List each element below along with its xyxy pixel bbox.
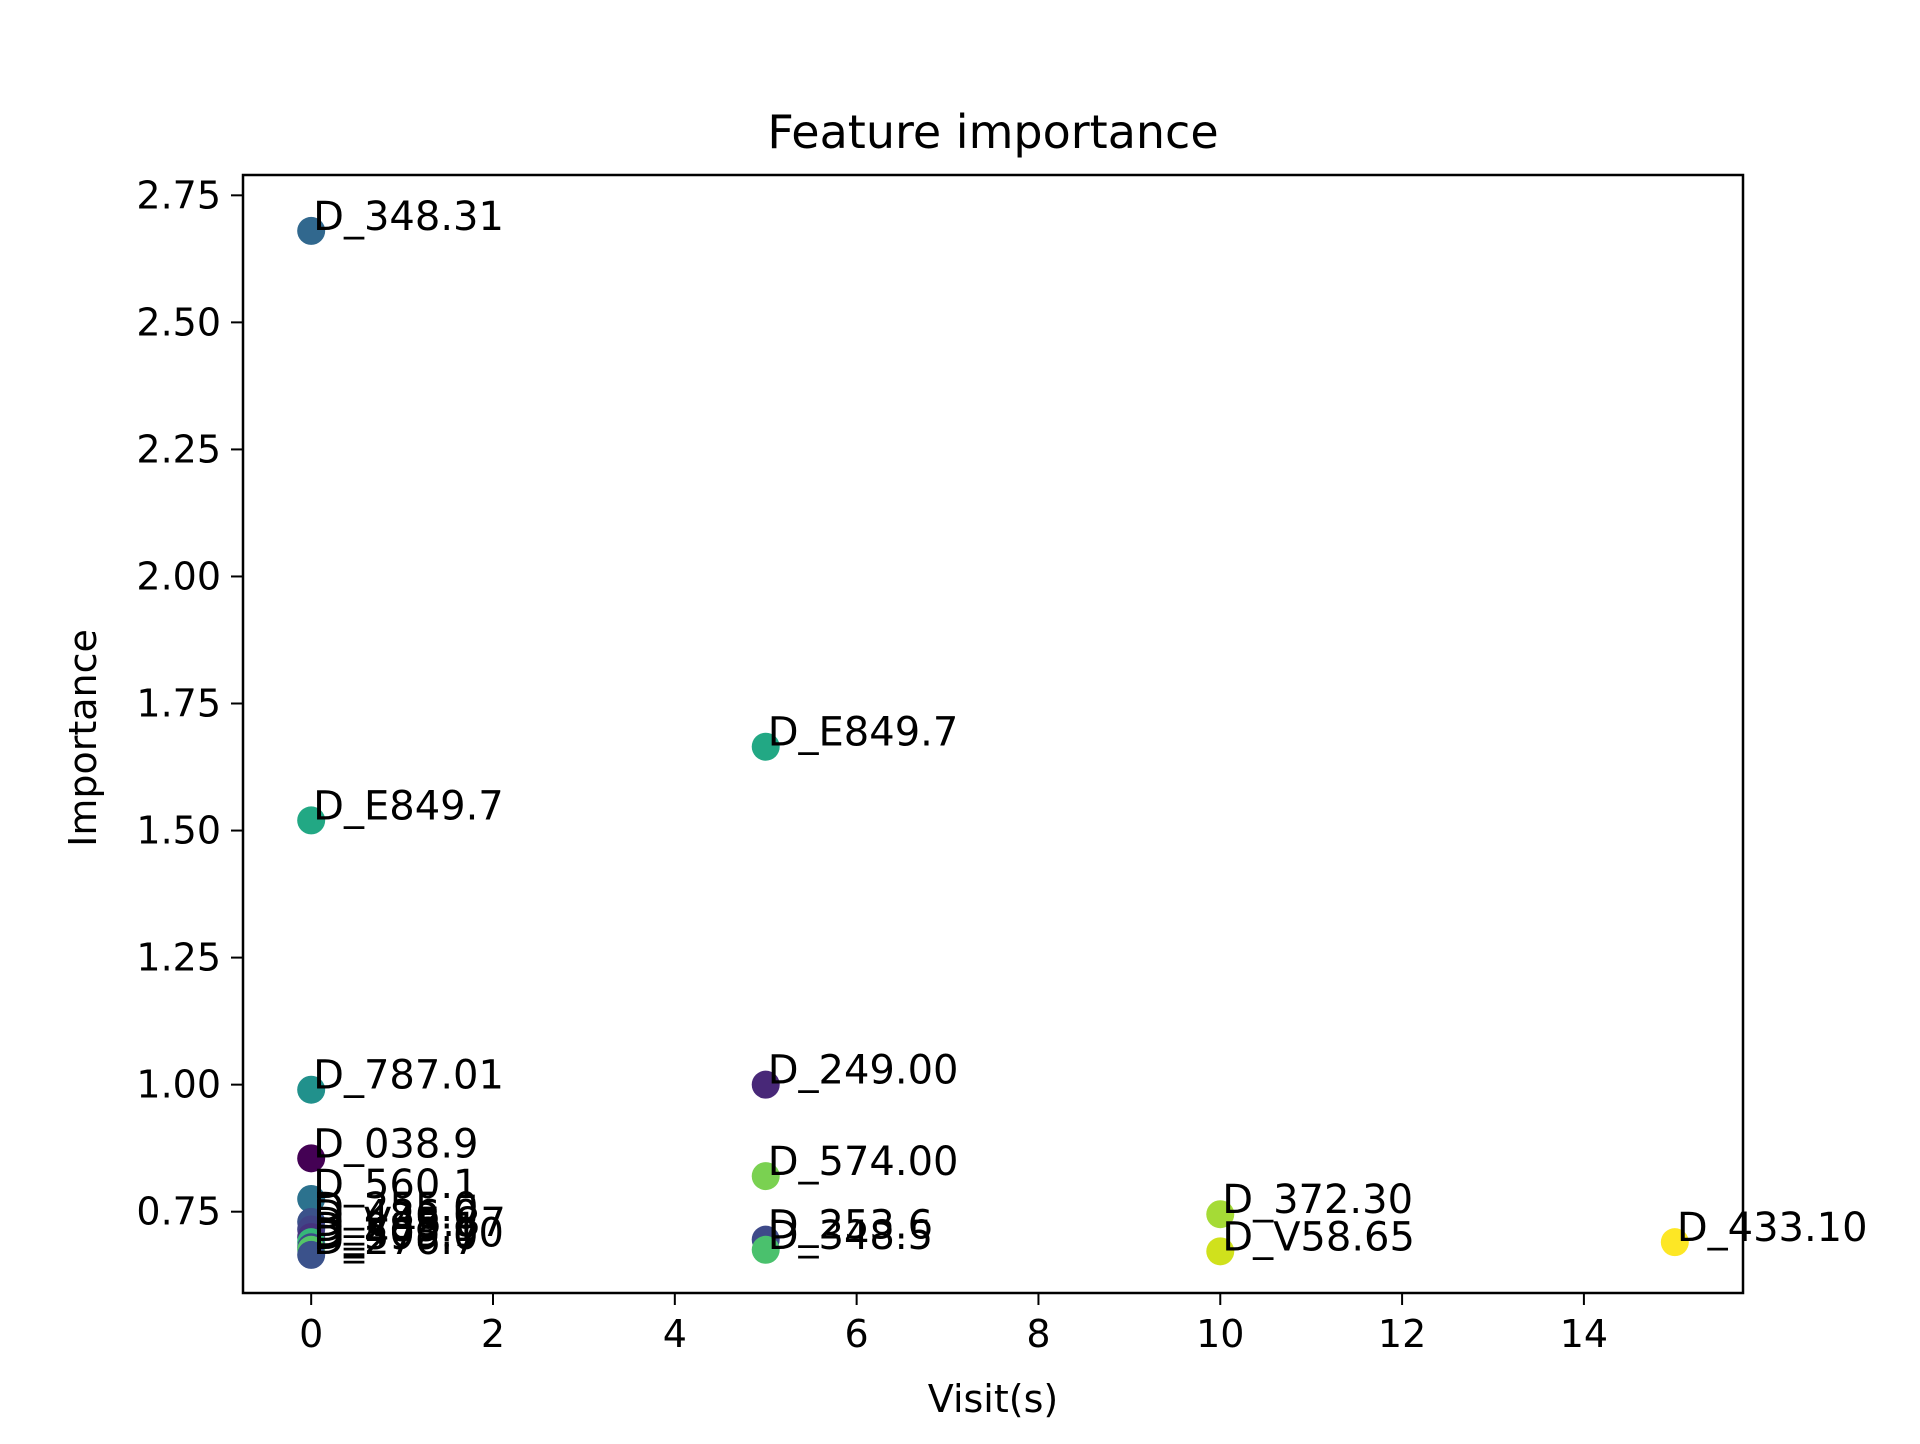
y-tick-label: 1.25 [136,936,221,980]
data-point-label: D_486.0 [313,1192,478,1238]
x-tick-label: 8 [1026,1312,1050,1356]
data-point-label: D_574.00 [768,1139,959,1185]
data-point-label: D_V58.65 [1222,1214,1415,1260]
data-point-label: D_V45.87 [313,1200,506,1246]
data-point [751,732,780,761]
data-labels: D_348.31D_E849.7D_787.01D_038.9D_560.1D_… [313,194,1867,1264]
data-point [1206,1237,1235,1266]
x-axis-label: Visit(s) [928,1377,1058,1421]
data-point-label: D_403.90 [313,1210,504,1256]
y-tick-label: 2.75 [136,173,221,217]
x-tick-label: 14 [1560,1312,1608,1356]
data-point [751,1070,780,1099]
data-point-label: D_276.7 [313,1218,478,1264]
data-point [297,1240,326,1269]
x-tick-label: 6 [845,1312,869,1356]
y-tick-label: 1.75 [136,682,221,726]
data-point-label: D_E849.7 [313,783,504,829]
x-tick-label: 0 [299,1312,323,1356]
data-point-label: D_249.00 [768,1048,959,1094]
y-tick-label: 1.00 [136,1063,221,1107]
y-axis-label: Importance [61,629,105,847]
data-point [751,1235,780,1264]
x-tick-label: 4 [663,1312,687,1356]
data-point [297,1144,326,1173]
data-point-label: D_038.9 [313,1121,478,1167]
y-tick-label: 2.00 [136,554,221,598]
y-tick-label: 2.50 [136,300,221,344]
data-point-label: D_255.0 [313,1185,478,1231]
data-point [1660,1228,1689,1257]
data-point [297,806,326,835]
data-point-label: D_560.1 [313,1162,478,1208]
data-point [751,1162,780,1191]
data-point [1206,1200,1235,1229]
y-tick-label: 2.25 [136,427,221,471]
x-tick-label: 10 [1196,1312,1244,1356]
data-point-label: D_787.01 [313,1053,504,1099]
data-point-label: D_599.0 [313,1213,478,1259]
data-point [297,216,326,245]
y-tick-label: 0.75 [136,1190,221,1234]
y-tick-label: 1.50 [136,809,221,853]
x-tick-label: 12 [1378,1312,1426,1356]
data-point-label: D_348.5 [768,1213,933,1259]
plot-frame [241,173,1745,1295]
x-tick-label: 2 [481,1312,505,1356]
data-point-label: D_433.10 [1677,1205,1868,1251]
data-point-label: D_372.30 [1222,1177,1413,1223]
axes-ticks: 0 2 4 6 8 10 12 14 0.75 1.00 1.25 1.50 1.75 2.00 2.25 2… [136,173,1608,1356]
data-point-label: D_E849.7 [768,710,959,756]
data-point-label: D_348.31 [313,194,504,240]
chart-title: Feature importance [767,105,1218,159]
data-point-label: D_253.6 [768,1203,933,1249]
data-point [297,1075,326,1104]
data-point [297,1184,326,1213]
data-points [297,216,1689,1269]
data-point-label: D_285.1 [313,1205,478,1251]
